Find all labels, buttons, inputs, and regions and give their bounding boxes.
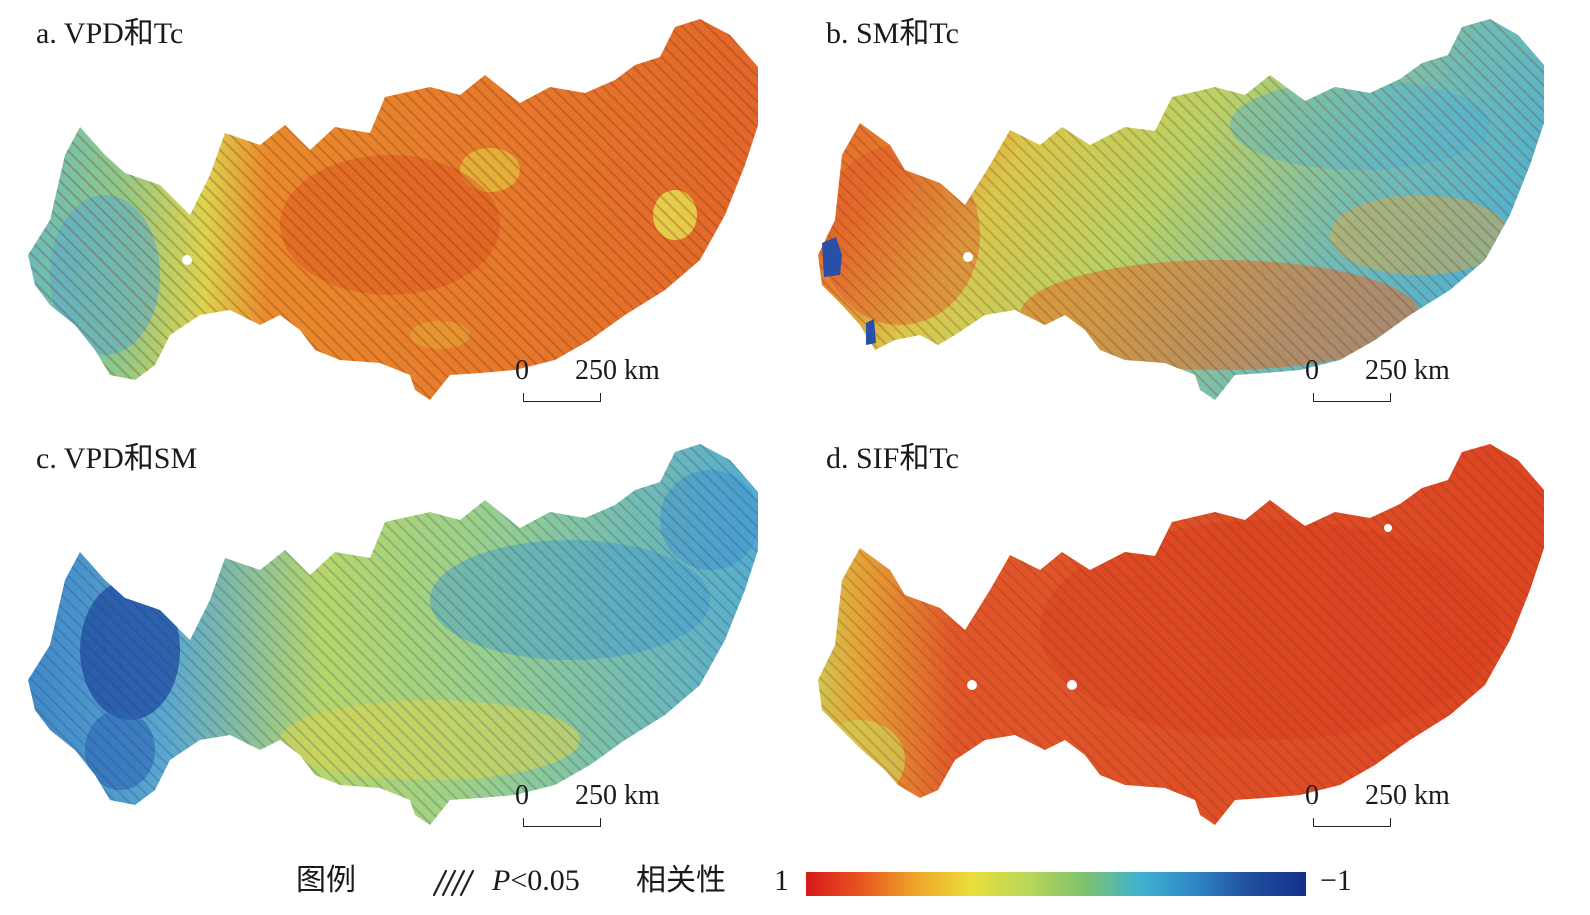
scale-bar <box>1313 818 1391 827</box>
scale-zero-label: 0 <box>1305 355 1319 386</box>
correlation-map-d <box>818 444 1544 825</box>
panel-title: c. VPD和SM <box>36 442 198 475</box>
scale-bar <box>523 393 601 402</box>
scale-distance-label: 250 km <box>575 780 660 811</box>
panel-title: d. SIF和Tc <box>826 442 959 475</box>
scale-zero-label: 0 <box>1305 780 1319 811</box>
scale-zero-label: 0 <box>515 780 529 811</box>
map-panel-c: c. VPD和SM 0 250 km <box>10 430 790 850</box>
panel-title: b. SM和Tc <box>826 17 959 50</box>
map-panel-d: d. SIF和Tc 0 250 km <box>800 430 1580 850</box>
legend: 图例 P<0.05 相关性 1 −1 <box>0 855 1590 915</box>
significance-label: P<0.05 <box>492 863 580 899</box>
colorbar-min-label: −1 <box>1320 864 1352 897</box>
strong-negative-patch <box>822 237 842 277</box>
scale-zero-label: 0 <box>515 355 529 386</box>
panel-title: a. VPD和Tc <box>36 17 184 50</box>
correlation-map-a <box>28 19 758 400</box>
scale-bar-group: 0 250 km <box>1300 780 1460 840</box>
correlation-map-b <box>818 19 1544 400</box>
p-symbol: P <box>492 864 511 897</box>
colorbar <box>806 872 1306 896</box>
correlation-map-c <box>28 444 758 825</box>
scale-distance-label: 250 km <box>575 355 660 386</box>
scale-bar-group: 0 250 km <box>510 355 670 415</box>
p-threshold: <0.05 <box>510 864 580 897</box>
hatch-icon <box>432 869 475 897</box>
legend-title: 图例 <box>296 864 356 897</box>
scale-bar-group: 0 250 km <box>1300 355 1460 415</box>
scale-bar <box>523 818 601 827</box>
scale-distance-label: 250 km <box>1365 780 1450 811</box>
scale-distance-label: 250 km <box>1365 355 1450 386</box>
scale-bar-group: 0 250 km <box>510 780 670 840</box>
scale-bar <box>1313 393 1391 402</box>
map-panel-a: a. VPD和Tc 0 250 km <box>10 5 790 425</box>
colorbar-max-label: 1 <box>774 864 789 897</box>
map-panel-b: b. SM和Tc 0 250 km <box>800 5 1580 425</box>
correlation-label: 相关性 <box>636 864 726 897</box>
